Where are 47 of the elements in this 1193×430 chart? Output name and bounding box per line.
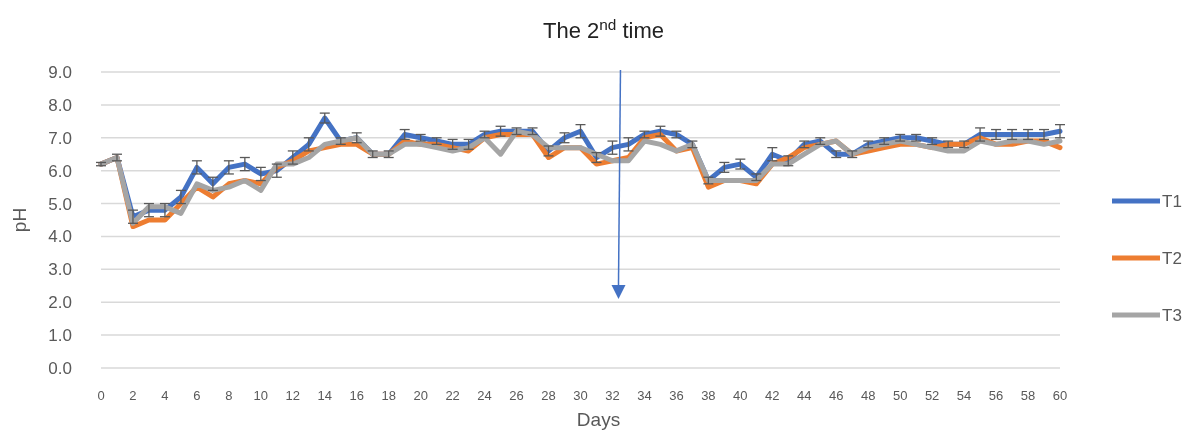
y-tick-label: 2.0 [48,293,72,313]
x-tick-label: 50 [892,388,908,403]
legend-label: T1 [1162,191,1182,211]
y-tick-label: 4.0 [48,227,72,247]
x-axis-title: Days [576,409,621,430]
x-tick-label: 8 [225,388,233,403]
y-tick-label: 8.0 [48,95,72,115]
y-tick-label: 1.0 [48,326,72,346]
x-tick-label: 40 [733,388,748,403]
x-tick-label: 42 [765,388,780,403]
x-tick-label: 56 [988,388,1004,403]
x-tick-label: 54 [956,388,972,403]
x-tick-label: 36 [669,388,684,403]
y-axis-title: pH [9,207,30,233]
x-tick-label: 0 [97,388,105,403]
y-tick-label: 0.0 [48,358,72,378]
x-tick-label: 26 [509,388,524,403]
x-tick-label: 34 [637,388,652,403]
x-tick-label: 10 [253,388,269,403]
x-tick-label: 16 [349,388,364,403]
chart-title: The 2$^{nd}$ time [542,15,665,43]
y-tick-label: 7.0 [48,128,72,148]
y-tick-label: 6.0 [48,161,72,181]
x-tick-label: 12 [285,388,301,403]
x-tick-label: 52 [924,388,940,403]
x-tick-label: 32 [605,388,620,403]
x-tick-label: 24 [477,388,492,403]
x-tick-label: 38 [701,388,716,403]
x-tick-label: 46 [829,388,844,403]
x-tick-label: 22 [445,388,460,403]
y-tick-label: 5.0 [48,194,72,214]
x-tick-label: 6 [193,388,201,403]
x-tick-label: 20 [413,388,428,403]
x-tick-label: 30 [573,388,588,403]
y-tick-label: 3.0 [48,260,72,280]
legend-label: T2 [1162,248,1182,268]
x-tick-label: 4 [161,388,169,403]
x-tick-label: 58 [1020,388,1036,403]
x-tick-label: 14 [317,388,332,403]
x-tick-label: 44 [797,388,812,403]
legend-label: T3 [1162,305,1182,325]
x-tick-label: 18 [381,388,396,403]
x-tick-label: 60 [1052,388,1068,403]
x-tick-label: 48 [860,388,876,403]
y-tick-label: 9.0 [48,62,72,82]
x-tick-label: 28 [541,388,556,403]
x-tick-label: 2 [129,388,137,403]
